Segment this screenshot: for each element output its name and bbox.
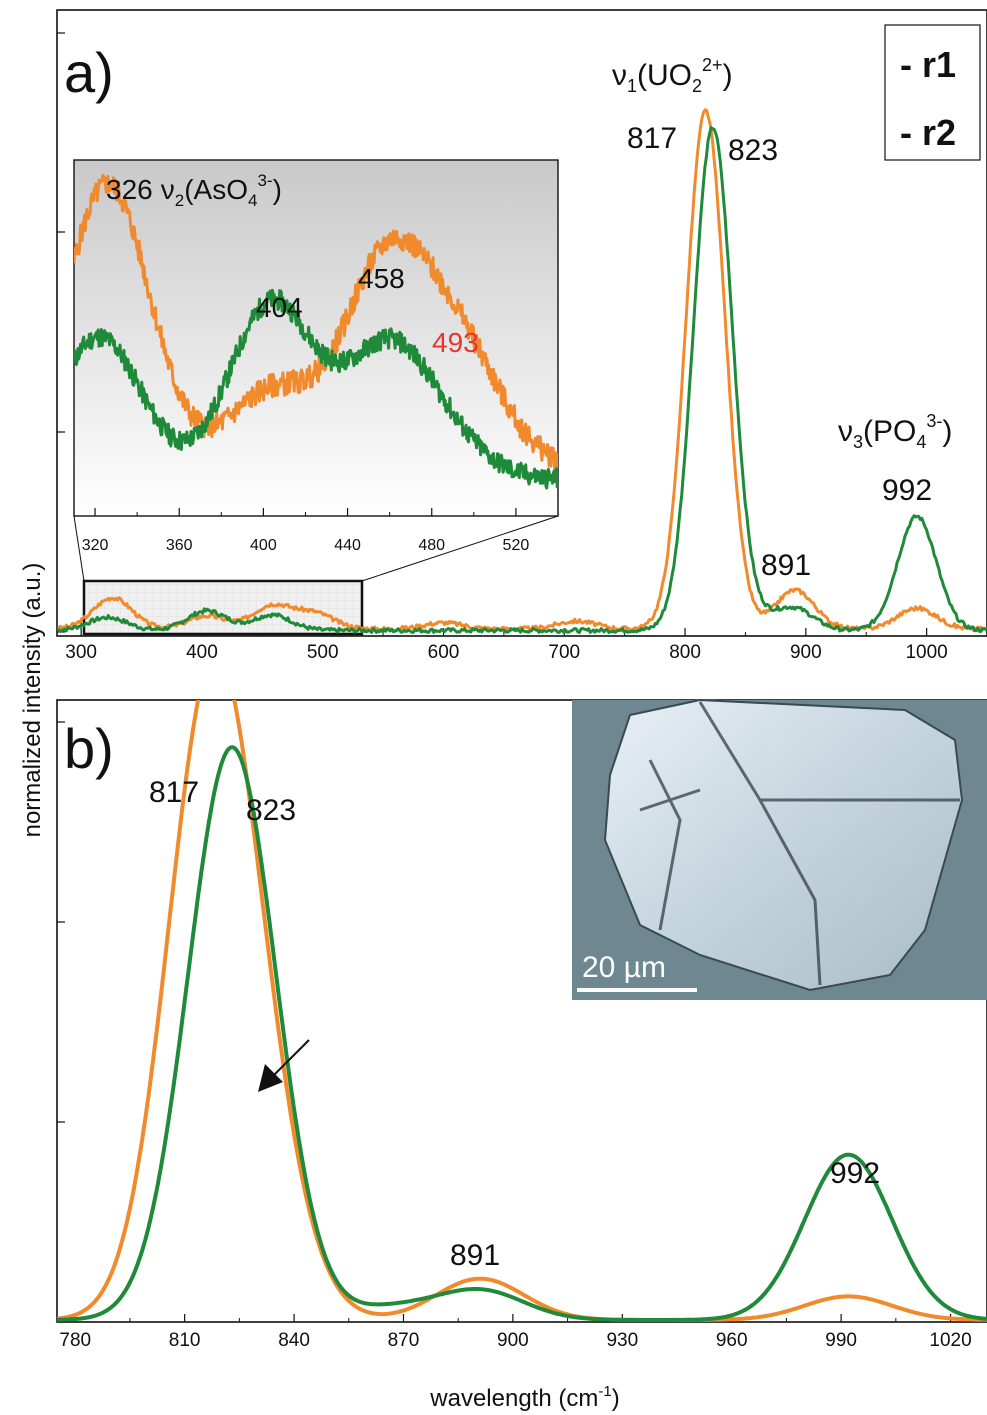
inset-background <box>73 159 559 517</box>
band-po4-open: (PO <box>863 415 916 448</box>
band-uo2-open: (UO <box>637 59 692 92</box>
x-tick-label: 900 <box>497 1330 529 1351</box>
x-tick-label: 870 <box>388 1330 420 1351</box>
legend-item-r1: - r1 <box>900 44 956 85</box>
x-tick-label: 400 <box>186 642 218 663</box>
x-axis-title-end: ) <box>612 1385 620 1412</box>
crystal-micrograph: 20 µm <box>572 698 987 1000</box>
band-label-po4: ν3(PO43-) <box>838 411 952 452</box>
x-tick-label: 1020 <box>929 1330 971 1351</box>
zoom-connector-right <box>361 515 559 582</box>
band-po4-nu: ν <box>838 415 853 448</box>
panel-a-inset: 320 360 400 440 480 520 326 ν2(AsO43-) 404 458… <box>73 159 559 554</box>
panel-b-series-r2 <box>57 745 987 1322</box>
x-tick-label: 900 <box>790 642 822 663</box>
x-tick-label: 930 <box>606 1330 638 1351</box>
band-aso4-sub1: 2 <box>175 191 184 210</box>
x-tick-label: 320 <box>82 537 109 554</box>
legend: - r1 - r2 <box>884 24 981 161</box>
band-aso4-sub2: 4 <box>248 191 257 210</box>
inset-peak-458: 458 <box>358 263 405 294</box>
panel-b-x-ticks: 780 810 840 870 900 930 960 990 1020 <box>59 1314 972 1351</box>
panel-b-frame <box>56 699 987 1323</box>
inset-x-ticks: 320 360 400 440 480 520 <box>82 508 530 554</box>
x-tick-label: 500 <box>307 642 339 663</box>
band-uo2-nu: ν <box>612 59 627 92</box>
x-tick-label: 840 <box>278 1330 310 1351</box>
panel-a-peak-823: 823 <box>728 134 778 167</box>
legend-item-r2: - r2 <box>900 112 956 153</box>
x-axis-title-main: wavelength (cm <box>429 1385 598 1412</box>
panel-b-peak-817: 817 <box>149 776 199 809</box>
panel-b: 780 810 840 870 900 930 960 990 1020 b) 817 823 … <box>56 698 987 1351</box>
x-tick-label: 300 <box>65 642 97 663</box>
band-aso4-close: ) <box>273 174 282 205</box>
panel-b-series-r1 <box>57 700 987 1322</box>
band-uo2-sub2: 2 <box>692 76 702 96</box>
panel-a-x-ticks: 300 400 500 600 700 800 900 1000 <box>65 628 948 663</box>
panel-a-y-ticks <box>57 32 65 633</box>
x-tick-label: 780 <box>59 1330 91 1351</box>
band-aso4-nu: ν <box>161 174 175 205</box>
x-tick-label: 360 <box>166 537 193 554</box>
band-uo2-sup: 2+ <box>702 55 723 75</box>
x-tick-label: 600 <box>428 642 460 663</box>
x-axis-title: wavelength (cm-1) <box>429 1383 619 1412</box>
panel-b-peak-891: 891 <box>450 1239 500 1272</box>
x-tick-label: 810 <box>169 1330 201 1351</box>
crystal-fractures <box>639 701 960 986</box>
y-axis-title: normalized intensity (a.u.) <box>19 563 46 838</box>
panel-b-y-ticks <box>57 721 65 1321</box>
panel-a-peak-891: 891 <box>761 549 811 582</box>
x-tick-label: 700 <box>548 642 580 663</box>
panel-a-frame <box>56 9 987 637</box>
panel-b-peak-823: 823 <box>246 794 296 827</box>
panel-a: 300 400 500 600 700 800 900 1000 a) ν1(UO22+) 8… <box>56 9 987 663</box>
x-tick-label: 440 <box>334 537 361 554</box>
band-uo2-sub1: 1 <box>627 76 637 96</box>
shoulder-arrow <box>258 1039 310 1092</box>
zoom-region-box <box>82 579 364 636</box>
band-aso4-sup: 3- <box>257 171 272 190</box>
x-tick-label: 520 <box>503 537 530 554</box>
panel-a-series-r2 <box>57 126 987 634</box>
zoom-connector-left <box>73 515 85 582</box>
band-label-uo2: ν1(UO22+) <box>612 55 733 96</box>
inset-series-r2 <box>74 288 558 490</box>
panel-b-peak-992: 992 <box>830 1157 880 1190</box>
scale-label: 20 µm <box>582 951 666 984</box>
inset-peak-326: 326 <box>106 174 153 205</box>
inset-series-r1 <box>74 173 558 471</box>
x-tick-label: 990 <box>825 1330 857 1351</box>
inset-peak-493: 493 <box>432 327 479 358</box>
x-tick-label: 800 <box>669 642 701 663</box>
x-tick-label: 960 <box>716 1330 748 1351</box>
band-uo2-close: ) <box>723 59 733 92</box>
x-tick-label: 1000 <box>905 642 947 663</box>
x-axis-title-sup: -1 <box>598 1383 611 1400</box>
band-po4-sub2: 4 <box>916 432 926 452</box>
band-po4-close: ) <box>942 415 952 448</box>
band-aso4-open: (AsO <box>184 174 248 205</box>
panel-a-label: a) <box>64 41 114 104</box>
inset-band-label-aso4: 326 ν2(AsO43-) <box>106 171 282 210</box>
inset-peak-404: 404 <box>256 292 303 323</box>
panel-a-peak-817: 817 <box>627 122 677 155</box>
panel-a-peak-992: 992 <box>882 474 932 507</box>
band-po4-sub1: 3 <box>853 432 863 452</box>
band-po4-sup: 3- <box>926 411 942 431</box>
panel-b-label: b) <box>64 717 114 780</box>
x-tick-label: 480 <box>418 537 445 554</box>
x-tick-label: 400 <box>250 537 277 554</box>
legend-frame <box>884 24 981 161</box>
